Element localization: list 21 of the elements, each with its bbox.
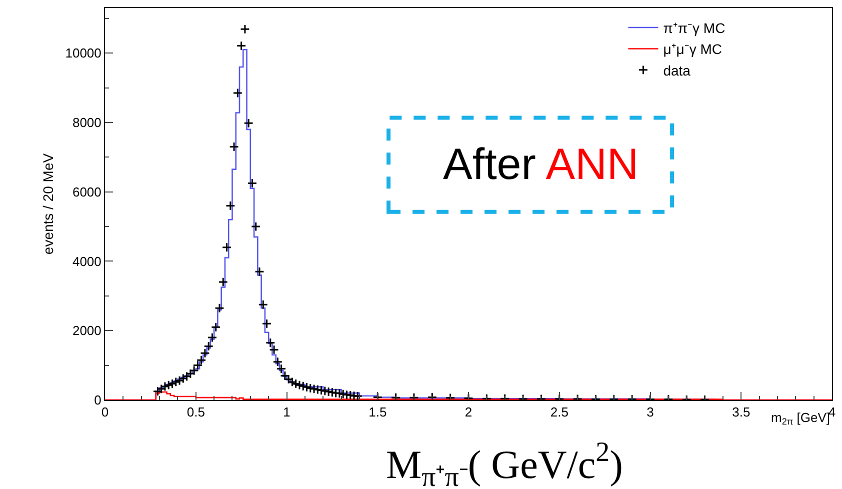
y-tick-label: 10000 — [65, 46, 102, 61]
y-tick-label: 0 — [94, 392, 102, 408]
annotation: After ANN — [443, 140, 639, 189]
legend-label: μ⁺μ⁻γ MC — [663, 41, 722, 58]
x-tick-label: 0.5 — [186, 404, 205, 420]
x-tick-label: 1.5 — [368, 404, 387, 420]
x-tick-label: 2 — [464, 404, 472, 420]
x-tick-label: 3.5 — [732, 404, 750, 420]
x-tick-label: 4 — [828, 404, 836, 420]
x-tick-label: 2.5 — [550, 404, 568, 420]
x-axis-title: m$_{2π}$ [GeV] — [771, 410, 830, 427]
legend-label: data — [663, 62, 691, 78]
y-tick-label: 6000 — [72, 184, 102, 200]
y-axis-title: events / 20 MeV — [40, 152, 56, 255]
y-tick-label: 4000 — [72, 254, 102, 269]
x-tick-label: 1 — [283, 404, 290, 420]
legend-label: π⁺π⁻γ MC — [663, 20, 726, 36]
x-tick-label: 3 — [646, 404, 654, 420]
text: M$_{π⁺π⁻}$( GeV/c$^{2}$) — [386, 437, 623, 489]
y-tick-label: 2000 — [72, 323, 102, 338]
y-tick-label: 8000 — [72, 115, 102, 130]
